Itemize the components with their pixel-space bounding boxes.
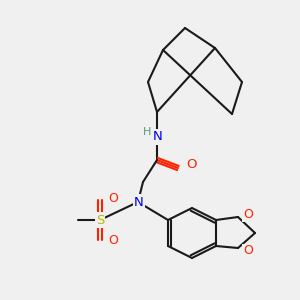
Text: N: N	[153, 130, 163, 143]
Text: S: S	[96, 214, 104, 226]
Text: O: O	[186, 158, 196, 172]
Text: O: O	[108, 235, 118, 248]
Text: O: O	[108, 193, 118, 206]
Text: O: O	[243, 244, 253, 257]
Text: H: H	[143, 127, 151, 137]
Text: O: O	[243, 208, 253, 220]
Text: N: N	[134, 196, 144, 208]
